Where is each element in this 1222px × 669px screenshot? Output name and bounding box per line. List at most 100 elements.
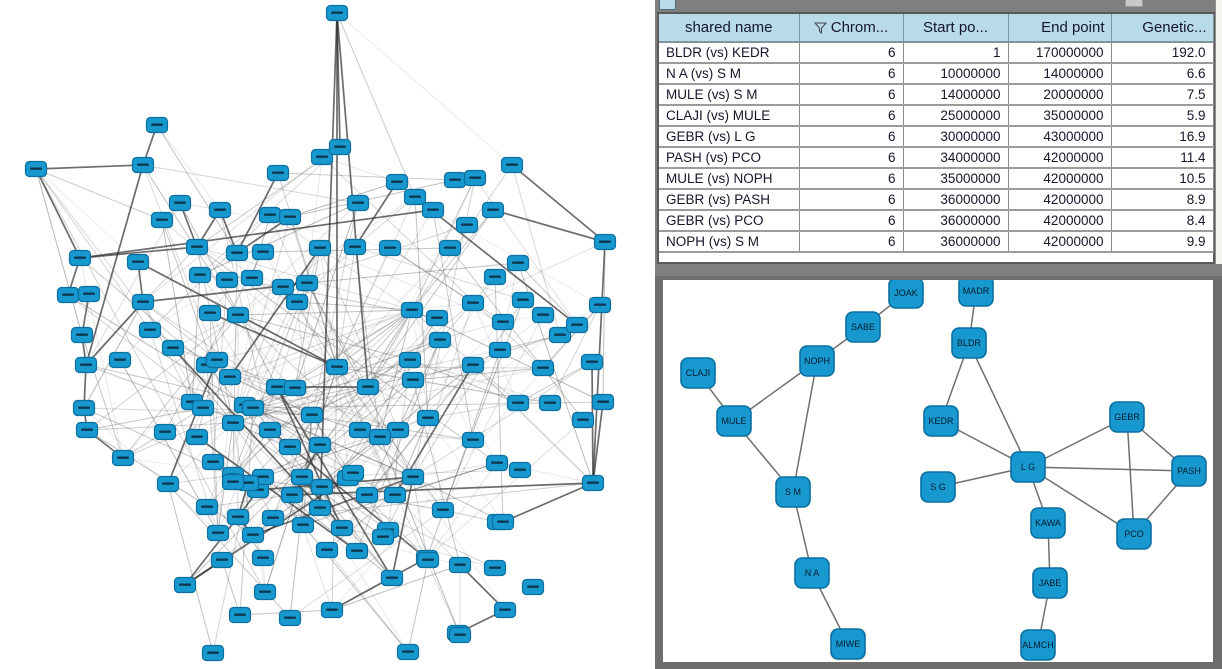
cell-shared-name[interactable]: PASH (vs) PCO — [659, 147, 800, 169]
cell-value[interactable]: 9.9 — [1111, 231, 1214, 253]
overview-node[interactable] — [201, 644, 225, 662]
overview-node[interactable] — [280, 486, 304, 504]
overview-node[interactable] — [205, 351, 229, 369]
detail-edge[interactable] — [968, 342, 1029, 468]
cell-value[interactable]: 6 — [799, 42, 904, 64]
overview-node[interactable] — [481, 201, 505, 219]
cell-value[interactable]: 1 — [903, 42, 1009, 64]
detail-edge[interactable] — [792, 360, 818, 493]
overview-node[interactable] — [228, 606, 252, 624]
detail-edge[interactable] — [1027, 466, 1135, 535]
detail-node-noph[interactable]: NOPH — [799, 345, 835, 377]
overview-node[interactable] — [300, 406, 324, 424]
overview-node[interactable] — [77, 285, 101, 303]
detail-node-shape[interactable] — [1030, 507, 1066, 539]
detail-node-shape[interactable] — [1020, 629, 1056, 661]
detail-node-shape[interactable] — [1032, 567, 1068, 599]
overview-node[interactable] — [206, 524, 230, 542]
detail-node-s-g[interactable]: S G — [920, 471, 956, 503]
cell-value[interactable]: 36000000 — [903, 231, 1009, 253]
cell-value[interactable]: 30000000 — [903, 126, 1009, 148]
cell-value[interactable]: 6 — [799, 231, 904, 253]
overview-node[interactable] — [461, 356, 485, 374]
detail-edge[interactable] — [1027, 466, 1190, 472]
overview-node[interactable] — [328, 138, 352, 156]
overview-node[interactable] — [448, 556, 472, 574]
overview-node[interactable] — [131, 293, 155, 311]
overview-node[interactable] — [401, 371, 425, 389]
overview-node[interactable] — [108, 351, 132, 369]
overview-node[interactable] — [398, 351, 422, 369]
cell-value[interactable]: 6 — [799, 189, 904, 211]
detail-node-madr[interactable]: MADR — [958, 280, 994, 307]
overview-node[interactable] — [448, 626, 472, 644]
overview-node[interactable] — [581, 474, 605, 492]
cell-value[interactable]: 20000000 — [1008, 84, 1112, 106]
overview-node[interactable] — [221, 414, 245, 432]
detail-node-shape[interactable] — [845, 311, 881, 343]
overview-node[interactable] — [271, 278, 295, 296]
overview-node[interactable] — [291, 516, 315, 534]
cell-value[interactable]: 42000000 — [1008, 231, 1112, 253]
overview-node[interactable] — [131, 156, 155, 174]
overview-node[interactable] — [241, 399, 265, 417]
overview-node[interactable] — [72, 399, 96, 417]
detail-node-kedr[interactable]: KEDR — [923, 405, 959, 437]
cell-value[interactable]: 11.4 — [1111, 147, 1214, 169]
detail-node-shape[interactable] — [920, 471, 956, 503]
filter-icon[interactable] — [813, 21, 827, 34]
cell-value[interactable]: 8.9 — [1111, 189, 1214, 211]
detail-node-shape[interactable] — [1116, 518, 1152, 550]
overview-node[interactable] — [278, 438, 302, 456]
cell-shared-name[interactable]: MULE (vs) S M — [659, 84, 800, 106]
overview-node[interactable] — [185, 238, 209, 256]
overview-node[interactable] — [425, 309, 449, 327]
cell-value[interactable]: 42000000 — [1008, 147, 1112, 169]
detail-network-panel[interactable]: JOAK SABE NOPH CLAJI MULE S M N A MIWE MADR BLDR K… — [655, 276, 1222, 669]
cell-shared-name[interactable]: NOPH (vs) S M — [659, 231, 800, 253]
overview-node[interactable] — [483, 268, 507, 286]
overview-node[interactable] — [310, 148, 334, 166]
overview-node[interactable] — [531, 306, 555, 324]
detail-node-shape[interactable] — [1109, 401, 1145, 433]
overview-node[interactable] — [251, 243, 275, 261]
detail-node-shape[interactable] — [888, 280, 924, 309]
overview-node[interactable] — [68, 249, 92, 267]
overview-node[interactable] — [161, 339, 185, 357]
overview-node[interactable] — [261, 509, 285, 527]
overview-node[interactable] — [368, 428, 392, 446]
overview-node[interactable] — [173, 576, 197, 594]
cell-value[interactable]: 6 — [799, 210, 904, 232]
cell-shared-name[interactable]: GEBR (vs) PCO — [659, 210, 800, 232]
cell-value[interactable]: 36000000 — [903, 210, 1009, 232]
overview-node[interactable] — [403, 188, 427, 206]
overview-node[interactable] — [416, 409, 440, 427]
overview-node[interactable] — [75, 421, 99, 439]
table-scrollbar-track[interactable] — [1215, 0, 1222, 264]
detail-node-gebr[interactable]: GEBR — [1109, 401, 1145, 433]
detail-node-shape[interactable] — [958, 280, 994, 307]
table-row[interactable]: BLDR (vs) KEDR 6 1 170000000 192.0 — [659, 42, 1214, 64]
detail-node-shape[interactable] — [830, 628, 866, 660]
overview-node[interactable] — [191, 399, 215, 417]
overview-node[interactable] — [378, 239, 402, 257]
cell-shared-name[interactable]: GEBR (vs) PASH — [659, 189, 800, 211]
overview-node[interactable] — [565, 316, 589, 334]
overview-node[interactable] — [285, 293, 309, 311]
overview-node[interactable] — [283, 379, 307, 397]
overview-node[interactable] — [315, 541, 339, 559]
cell-value[interactable]: 7.5 — [1111, 84, 1214, 106]
table-row[interactable]: N A (vs) S M 6 10000000 14000000 6.6 — [659, 63, 1214, 85]
cell-value[interactable]: 42000000 — [1008, 210, 1112, 232]
cell-value[interactable]: 35000000 — [903, 168, 1009, 190]
detail-node-shape[interactable] — [923, 405, 959, 437]
overview-node[interactable] — [226, 306, 250, 324]
detail-node-kawa[interactable]: KAWA — [1030, 507, 1066, 539]
overview-node[interactable] — [491, 513, 515, 531]
overview-node[interactable] — [580, 353, 604, 371]
cell-shared-name[interactable]: N A (vs) S M — [659, 63, 800, 85]
overview-node[interactable] — [485, 454, 509, 472]
overview-node[interactable] — [380, 569, 404, 587]
detail-node-jabe[interactable]: JABE — [1032, 567, 1068, 599]
overview-node[interactable] — [278, 609, 302, 627]
